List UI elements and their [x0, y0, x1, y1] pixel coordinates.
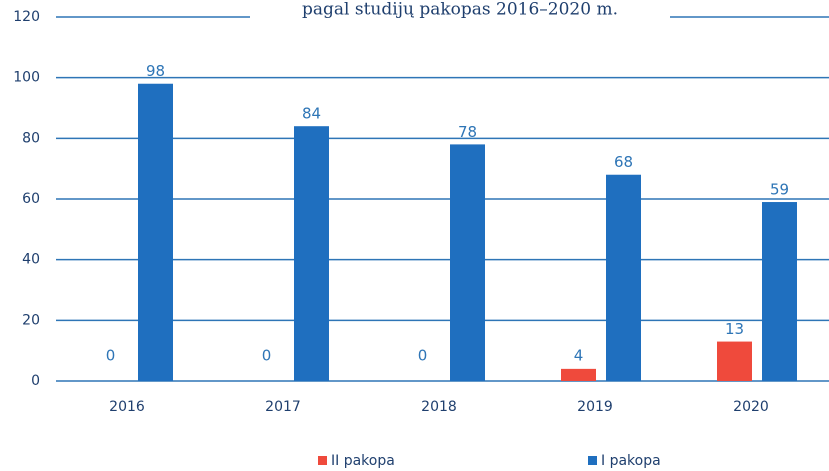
- x-tick-label: 2017: [265, 399, 301, 415]
- y-tick-label: 60: [22, 191, 40, 207]
- title-background: [250, 0, 670, 30]
- data-label: 78: [458, 123, 477, 141]
- y-tick-label: 100: [13, 70, 40, 86]
- bar: [606, 174, 641, 381]
- data-label: 84: [302, 105, 321, 123]
- data-label: 98: [146, 62, 165, 80]
- y-tick-label: 40: [22, 252, 40, 268]
- data-label: 0: [418, 347, 428, 365]
- data-label: 0: [262, 347, 272, 365]
- legend-swatch: [588, 456, 597, 465]
- chart-title: pagal studijų pakopas 2016–2020 m.: [302, 0, 618, 20]
- x-tick-label: 2020: [733, 399, 769, 415]
- x-tick-label: 2016: [109, 399, 145, 415]
- legend-swatch: [318, 456, 327, 465]
- x-tick-label: 2019: [577, 399, 613, 415]
- data-label: 0: [106, 347, 116, 365]
- x-tick-label: 2018: [421, 399, 457, 415]
- bar: [762, 202, 797, 381]
- y-tick-label: 20: [22, 312, 40, 328]
- bar: [717, 341, 752, 381]
- data-label: 13: [725, 320, 744, 338]
- y-tick-label: 0: [31, 373, 40, 389]
- y-tick-label: 120: [13, 9, 40, 25]
- bar: [450, 144, 485, 381]
- y-tick-label: 80: [22, 130, 40, 146]
- legend-label: II pakopa: [331, 453, 395, 469]
- bar: [294, 126, 329, 381]
- data-label: 4: [574, 347, 584, 365]
- bar: [561, 368, 596, 381]
- data-label: 59: [770, 181, 789, 199]
- bar: [138, 83, 173, 381]
- data-label: 68: [614, 153, 633, 171]
- legend-label: I pakopa: [601, 453, 661, 469]
